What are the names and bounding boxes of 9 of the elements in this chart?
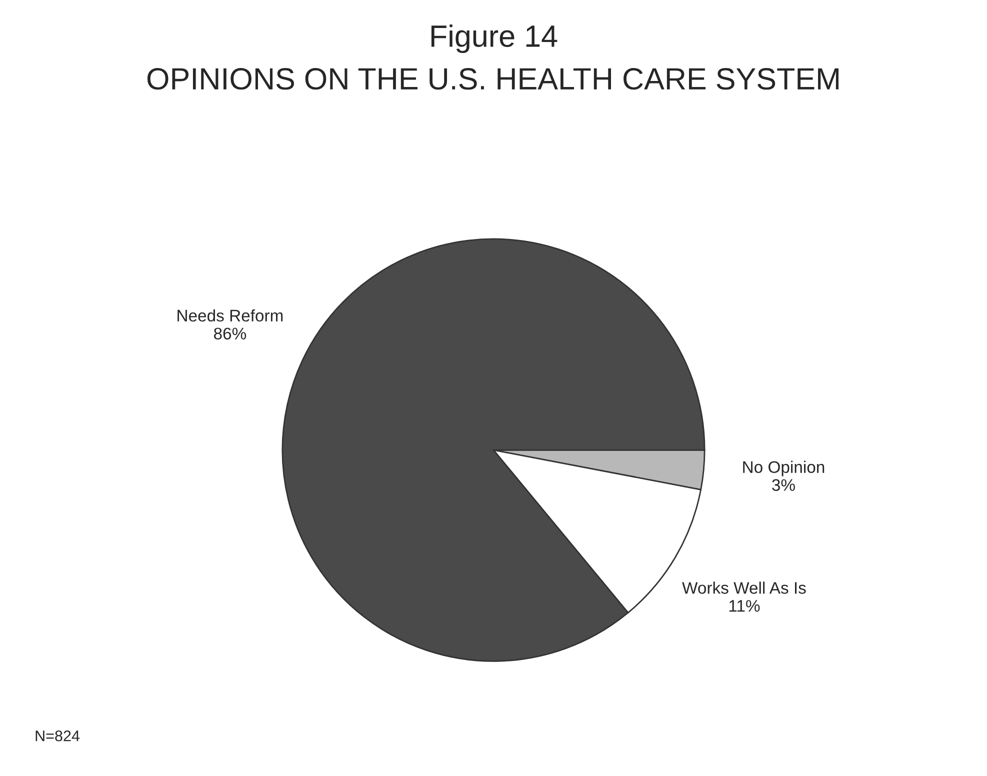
data-label: 3% xyxy=(772,479,795,491)
slice-label: No Opinion xyxy=(743,460,824,476)
text: N=824 xyxy=(36,730,80,742)
slice-label: Needs Reform xyxy=(178,309,283,322)
chart-subtitle: OPINIONS ON THE U.S. HEALTH CARE SYSTEM xyxy=(147,68,838,90)
data-label: 86% xyxy=(214,328,246,340)
data-label: 11% xyxy=(729,600,760,612)
chart-title: Figure 14 xyxy=(431,24,558,54)
slice-label: Works Well As Is xyxy=(682,582,806,594)
